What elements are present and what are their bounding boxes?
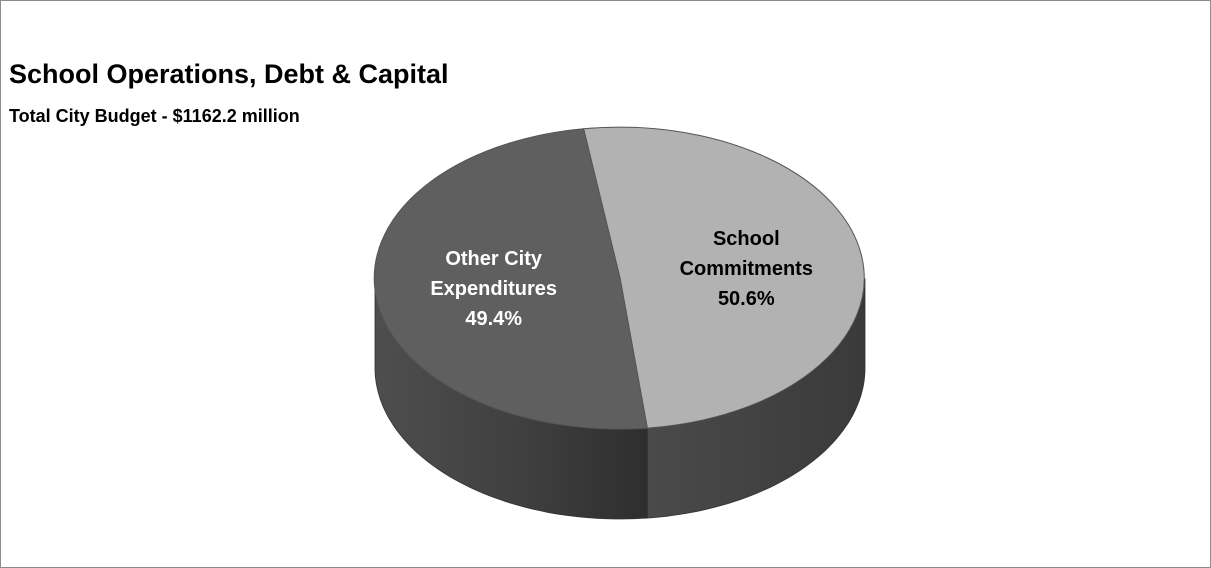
- slice-name-line: Expenditures: [430, 278, 557, 300]
- slice-value-label: 49.4%: [465, 308, 522, 330]
- slice-name-line: Commitments: [680, 258, 813, 280]
- chart-title: School Operations, Debt & Capital: [9, 59, 449, 89]
- slice-name-line: Other City: [445, 248, 543, 270]
- pie-slice-1: [373, 128, 648, 430]
- slice-label-0: School Commitments 50.6%: [680, 228, 813, 310]
- chart-subtitle: Total City Budget - $1162.2 million: [9, 106, 300, 126]
- slice-label-1: Other City Expenditures 49.4%: [430, 248, 557, 330]
- slice-name-line: School: [713, 228, 780, 250]
- slice-value-label: 50.6%: [718, 288, 775, 310]
- pie-slice-0: [582, 126, 865, 429]
